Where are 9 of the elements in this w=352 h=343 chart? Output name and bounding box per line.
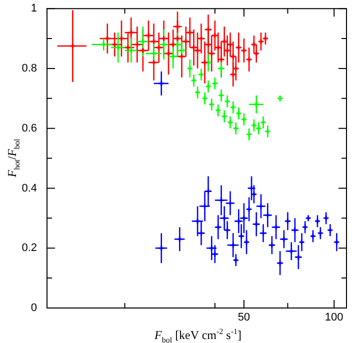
y-tick-label: 0.4	[22, 182, 37, 194]
x-axis-title: F$_{bol}$ [keV cm$^{-2}$ s$^{-1}$]	[153, 326, 243, 343]
y-tick-label: 0.8	[22, 62, 37, 75]
x-tick-label: 50	[238, 312, 250, 324]
y-tick-label: 1	[30, 2, 37, 15]
y-tick-label: 0	[30, 302, 37, 314]
y-tick-label: 0.6	[22, 122, 37, 134]
y-tick-label: 0.2	[22, 242, 37, 254]
x-tick-label: 100	[324, 312, 344, 324]
